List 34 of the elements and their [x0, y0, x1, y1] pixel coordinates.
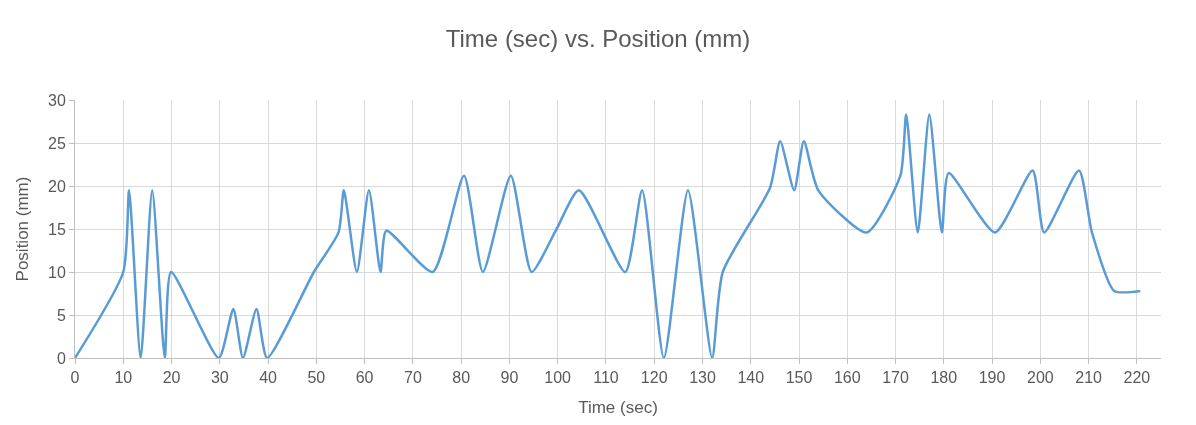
x-tick-label: 100 — [544, 369, 572, 387]
x-tick-label: 40 — [259, 369, 278, 387]
x-tick-label: 170 — [882, 369, 909, 387]
x-tick-label: 140 — [737, 369, 765, 387]
y-tick-label: 5 — [56, 306, 66, 324]
x-tick-label: 70 — [403, 369, 422, 387]
y-tick-label: 15 — [48, 220, 66, 238]
x-tick-label: 30 — [210, 369, 229, 387]
x-tick-label: 0 — [70, 369, 80, 387]
x-axis-title: Time (sec) — [578, 397, 658, 417]
x-tick-label: 160 — [833, 369, 861, 387]
y-axis-title: Position (mm) — [12, 176, 32, 282]
x-tick-label: 60 — [355, 369, 374, 387]
y-tick-label: 20 — [48, 177, 66, 195]
x-tick-label: 180 — [930, 369, 958, 387]
x-tick-label: 220 — [1123, 369, 1151, 387]
line-series — [75, 113, 1142, 358]
y-tick-label: 10 — [48, 263, 66, 281]
x-tick-label: 190 — [978, 369, 1006, 387]
x-tick-label: 110 — [593, 369, 619, 387]
x-tick-label: 50 — [307, 369, 326, 387]
x-tick-label: 20 — [162, 369, 181, 387]
x-tick-label: 130 — [689, 369, 716, 387]
chart-title: Time (sec) vs. Position (mm) — [445, 24, 751, 52]
x-tick-label: 90 — [500, 369, 519, 387]
y-tick-label: 25 — [48, 134, 66, 152]
x-tick-label: 210 — [1075, 369, 1103, 387]
x-tick-label: 80 — [452, 369, 471, 387]
x-tick-label: 120 — [640, 369, 668, 387]
y-tick-label: 30 — [48, 91, 66, 109]
x-tick-label: 200 — [1026, 369, 1054, 387]
x-tick-label: 150 — [785, 369, 813, 387]
x-tick-label: 10 — [114, 369, 133, 387]
y-tick-label: 0 — [56, 349, 66, 367]
